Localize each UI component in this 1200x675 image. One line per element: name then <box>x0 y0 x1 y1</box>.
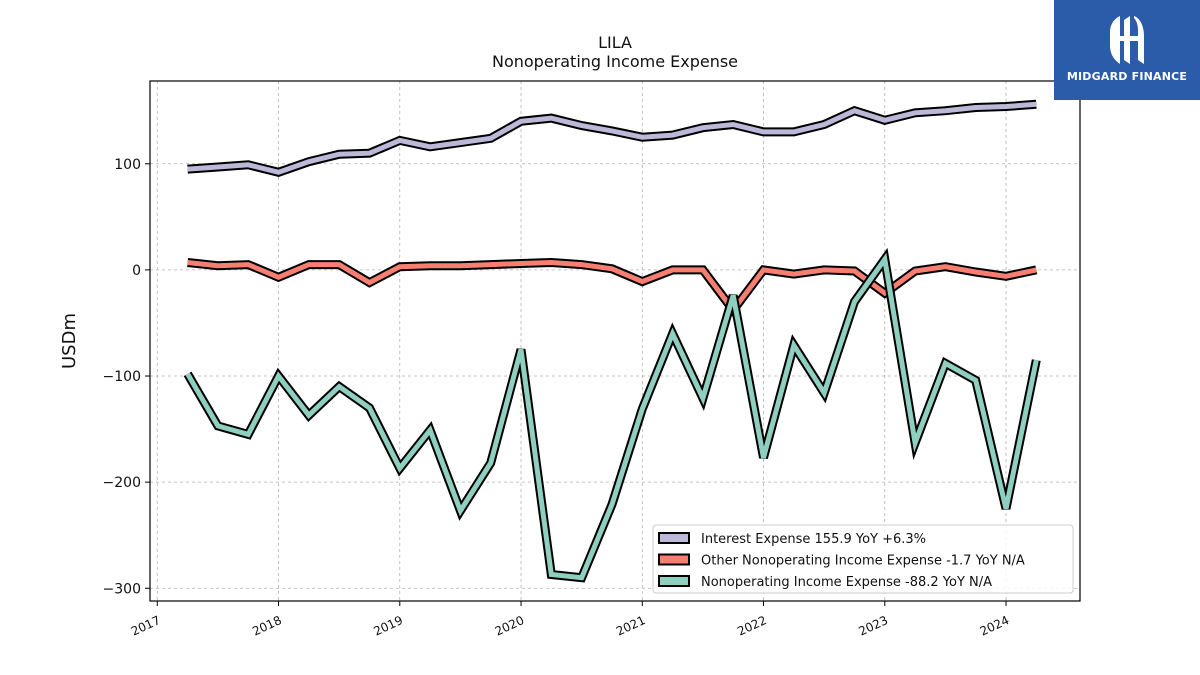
plot-frame <box>149 80 1081 602</box>
chart-subtitle: Nonoperating Income Expense <box>492 52 738 71</box>
x-tick-label: 2021 <box>614 613 648 639</box>
series-line-nonoperating-income-expense <box>185 252 1039 581</box>
y-tick-label: 100 <box>114 157 141 173</box>
legend-swatch <box>658 532 690 544</box>
chart-title: LILA <box>598 33 632 52</box>
midgard-finance-logo: MIDGARD FINANCE <box>1054 0 1200 100</box>
legend: Interest Expense 155.9 YoY +6.3% Other No… <box>652 524 1074 594</box>
x-tick-label: 2019 <box>371 613 405 639</box>
legend-frame <box>652 524 1074 594</box>
y-axis-label: USDm <box>59 313 80 369</box>
y-tick-label: −100 <box>103 369 141 385</box>
series-line-interest-expense <box>187 101 1037 175</box>
x-tick-label: 2020 <box>493 613 527 639</box>
logo-mark-icon <box>1110 16 1144 64</box>
legend-label: Nonoperating Income Expense -88.2 YoY N/… <box>701 575 992 590</box>
y-tick-label: −200 <box>103 475 141 491</box>
grid-lines <box>150 81 1080 601</box>
x-tick-label: 2022 <box>735 613 769 639</box>
x-tick-label: 2018 <box>250 613 284 639</box>
x-tick-label: 2024 <box>978 613 1012 639</box>
legend-label: Interest Expense 155.9 YoY +6.3% <box>701 532 926 547</box>
x-tick-label: 2017 <box>129 613 163 639</box>
series-layer <box>183 99 1041 583</box>
legend-swatch <box>658 575 690 587</box>
legend-swatch <box>658 553 690 566</box>
logo-text: MIDGARD FINANCE <box>1066 70 1188 83</box>
y-tick-label: −300 <box>103 581 141 597</box>
series-line-other-nonoperating-income-expense <box>187 259 1037 315</box>
x-tick-label: 2023 <box>856 613 890 639</box>
y-tick-label: 0 <box>132 263 141 279</box>
legend-label: Other Nonoperating Income Expense -1.7 Y… <box>701 554 1025 569</box>
